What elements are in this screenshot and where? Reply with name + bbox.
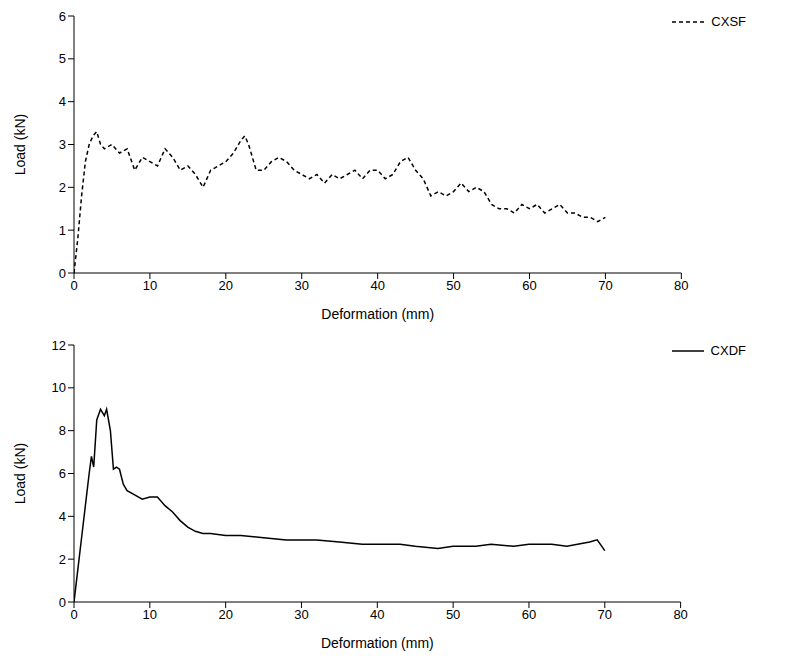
svg-text:30: 30 <box>294 607 308 622</box>
svg-text:Load (kN): Load (kN) <box>12 114 28 175</box>
svg-text:6: 6 <box>59 466 66 481</box>
svg-text:50: 50 <box>446 278 460 293</box>
svg-text:Deformation (mm): Deformation (mm) <box>321 306 434 322</box>
svg-text:20: 20 <box>218 607 232 622</box>
svg-text:30: 30 <box>295 278 309 293</box>
svg-text:70: 70 <box>598 607 612 622</box>
svg-text:40: 40 <box>370 278 384 293</box>
html-text:CXDF: CXDF <box>710 343 746 358</box>
svg-text:10: 10 <box>52 380 66 395</box>
svg-text:5: 5 <box>59 51 66 66</box>
svg-text:40: 40 <box>370 607 384 622</box>
svg-text:2: 2 <box>59 180 66 195</box>
svg-text:60: 60 <box>522 607 536 622</box>
svg-text:0: 0 <box>59 595 66 610</box>
html-text:CXSF: CXSF <box>711 14 746 29</box>
svg-text:70: 70 <box>598 278 612 293</box>
svg-text:4: 4 <box>59 94 66 109</box>
svg-text:0: 0 <box>70 278 77 293</box>
svg-text:10: 10 <box>143 278 157 293</box>
svg-text:50: 50 <box>446 607 460 622</box>
svg-text:3: 3 <box>59 137 66 152</box>
svg-text:0: 0 <box>70 607 77 622</box>
svg-text:4: 4 <box>59 509 66 524</box>
svg-text:60: 60 <box>522 278 536 293</box>
svg-text:10: 10 <box>143 607 157 622</box>
svg-text:1: 1 <box>59 223 66 238</box>
svg-text:Deformation (mm): Deformation (mm) <box>321 635 434 651</box>
svg-text:8: 8 <box>59 423 66 438</box>
svg-text:80: 80 <box>673 607 687 622</box>
svg-text:80: 80 <box>674 278 688 293</box>
svg-text:12: 12 <box>52 338 66 353</box>
svg-text:Load (kN): Load (kN) <box>12 443 28 504</box>
svg-text:2: 2 <box>59 552 66 567</box>
svg-text:6: 6 <box>59 9 66 24</box>
svg-text:0: 0 <box>59 266 66 281</box>
svg-text:20: 20 <box>219 278 233 293</box>
